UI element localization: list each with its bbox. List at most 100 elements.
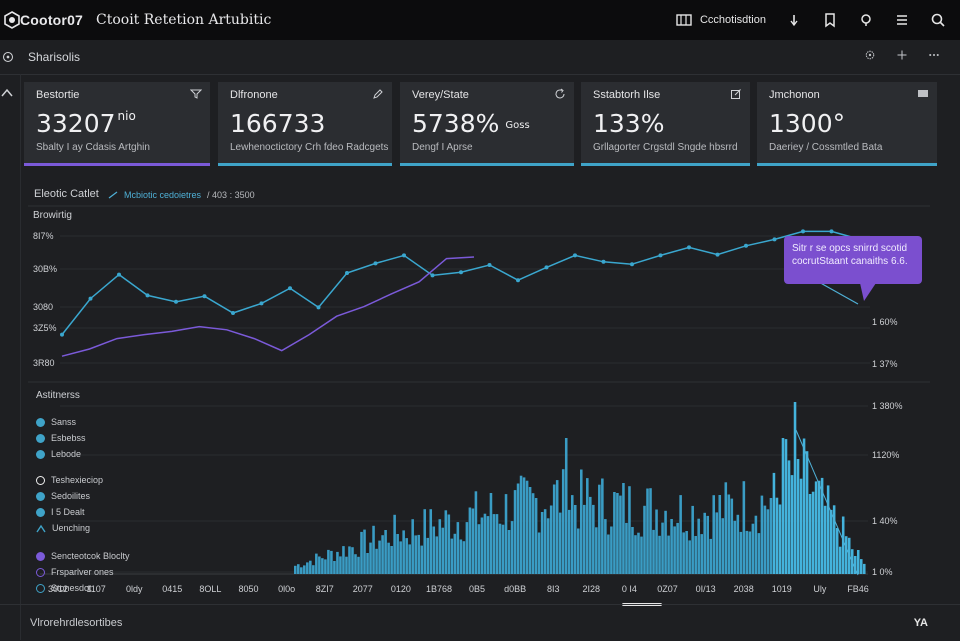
- bar: [835, 528, 839, 574]
- kpi-card-4[interactable]: Jmchonon 1300° Daeriey / Cossmtled Bata: [757, 82, 937, 166]
- legend-series-a[interactable]: Mcbiotic cedoietres: [124, 190, 202, 200]
- footer-label[interactable]: Vlrorehrdlesortibes: [30, 617, 123, 629]
- bar: [859, 559, 863, 574]
- bar: [637, 532, 640, 574]
- bar-x-tick-label: 1107: [86, 584, 105, 594]
- line-point[interactable]: [459, 270, 463, 275]
- line-point[interactable]: [487, 263, 492, 267]
- bar-legend-item[interactable]: Esbebss: [36, 430, 130, 446]
- bookmark-icon[interactable]: [822, 12, 838, 28]
- line-point[interactable]: [772, 237, 777, 242]
- app-title: Ctooit Retetion Artubitic: [96, 12, 272, 28]
- bar-legend-item[interactable]: Frsparlver ones: [36, 564, 130, 580]
- line-point[interactable]: [573, 253, 577, 258]
- gear-icon[interactable]: [864, 49, 876, 61]
- line-point[interactable]: [88, 296, 93, 301]
- bar: [318, 556, 321, 574]
- line-point[interactable]: [544, 265, 549, 270]
- line-point[interactable]: [658, 253, 663, 258]
- grid-icon[interactable]: [676, 12, 692, 28]
- kpi-card-0[interactable]: Bestortie 33207 nio Sbalty I ay Cdasis Ar…: [24, 82, 210, 166]
- bar: [802, 438, 806, 574]
- bar: [610, 526, 613, 574]
- line-point[interactable]: [345, 271, 349, 275]
- line-point[interactable]: [288, 286, 292, 291]
- bar: [655, 509, 658, 574]
- bar: [778, 504, 782, 574]
- line-point[interactable]: [801, 229, 805, 234]
- bar-legend-item[interactable]: Stonesdot: [36, 580, 130, 596]
- bar: [856, 550, 860, 574]
- bar: [501, 524, 505, 574]
- line-point[interactable]: [231, 311, 235, 315]
- line-point[interactable]: [630, 262, 634, 267]
- add-icon[interactable]: [896, 49, 908, 61]
- bar-legend-label: Sedoilites: [51, 491, 91, 501]
- collapse-chevron-icon[interactable]: [0, 86, 14, 100]
- bar: [354, 554, 357, 574]
- line-point[interactable]: [373, 261, 378, 266]
- line-point[interactable]: [516, 278, 520, 283]
- line-y-tick-label: 3R80: [33, 358, 55, 368]
- message-icon[interactable]: [917, 88, 929, 100]
- bar-legend-item[interactable]: Lebode: [36, 446, 130, 462]
- bar-legend-item[interactable]: Sencteotcok Bloclty: [36, 548, 130, 564]
- line-point[interactable]: [430, 273, 435, 278]
- line-chart-series: [60, 229, 862, 357]
- search-icon[interactable]: [930, 12, 946, 28]
- line-point[interactable]: [202, 294, 207, 299]
- chart-tooltip: Sitr r se opcs snirrd scotid cocrutStaan…: [784, 236, 922, 284]
- bar-legend-item[interactable]: Uenching: [36, 520, 130, 536]
- bar: [336, 551, 339, 574]
- bar: [402, 530, 405, 574]
- bar-x-tick-label: 8OLL: [199, 584, 221, 594]
- edit-icon[interactable]: [372, 88, 384, 100]
- footer-action[interactable]: YA: [913, 617, 928, 629]
- bar: [549, 505, 553, 574]
- bar: [694, 536, 697, 574]
- sub-toolbar: Sharisolis: [0, 40, 960, 75]
- kpi-card-3[interactable]: Sstabtorh Ilse 133% Grllagorter Crgstdl …: [581, 82, 750, 166]
- line-point[interactable]: [829, 229, 834, 234]
- kpi-card-1[interactable]: Dlfronone 166733 Lewhenoctictory Crh fde…: [218, 82, 392, 166]
- bar-legend-item[interactable]: Teshexieciop: [36, 472, 130, 488]
- line-point[interactable]: [259, 301, 264, 306]
- kpi-card-2[interactable]: Verey/State 5738% Goss Dengf I Aprse: [400, 82, 574, 166]
- line-point[interactable]: [145, 293, 150, 298]
- line-point[interactable]: [60, 332, 64, 337]
- menu-icon[interactable]: [894, 12, 910, 28]
- bar-legend-label: I 5 Dealt: [51, 507, 85, 517]
- line-point[interactable]: [174, 299, 178, 304]
- bar-legend-item[interactable]: Sedoilites: [36, 488, 130, 504]
- bar: [369, 542, 372, 574]
- filter-icon[interactable]: [190, 88, 202, 100]
- location-icon[interactable]: [858, 12, 874, 28]
- line-point[interactable]: [402, 253, 406, 258]
- bar: [775, 497, 779, 574]
- refresh-icon[interactable]: [554, 88, 566, 100]
- user-label[interactable]: Ccchotisdtion: [699, 14, 766, 26]
- bar: [661, 522, 664, 574]
- bar-legend-item[interactable]: I 5 Dealt: [36, 504, 130, 520]
- line-point[interactable]: [744, 243, 748, 248]
- legend-dot-icon: [36, 551, 45, 561]
- sort-icon[interactable]: [786, 12, 802, 28]
- line-point[interactable]: [715, 252, 720, 257]
- bar: [796, 459, 800, 574]
- bar-legend-item[interactable]: Sanss: [36, 414, 130, 430]
- line-point[interactable]: [316, 305, 321, 310]
- bar: [658, 535, 661, 574]
- bar: [357, 556, 360, 574]
- line-point[interactable]: [601, 259, 606, 264]
- bar: [351, 547, 354, 574]
- external-icon[interactable]: [730, 88, 742, 100]
- bar: [793, 402, 797, 574]
- line-point[interactable]: [117, 272, 121, 277]
- bar: [586, 478, 589, 574]
- more-options-icon[interactable]: [928, 49, 940, 61]
- kpi-value: 1300°: [769, 109, 846, 138]
- line-point[interactable]: [687, 245, 691, 250]
- settings-circle-icon[interactable]: [2, 51, 14, 63]
- bar: [649, 488, 652, 574]
- legend-series-b[interactable]: / 403 : 3500: [207, 190, 255, 200]
